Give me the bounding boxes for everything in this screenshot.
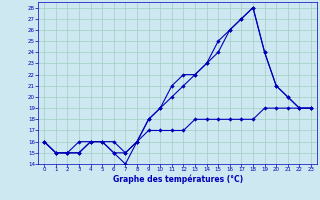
X-axis label: Graphe des températures (°C): Graphe des températures (°C) xyxy=(113,175,243,184)
